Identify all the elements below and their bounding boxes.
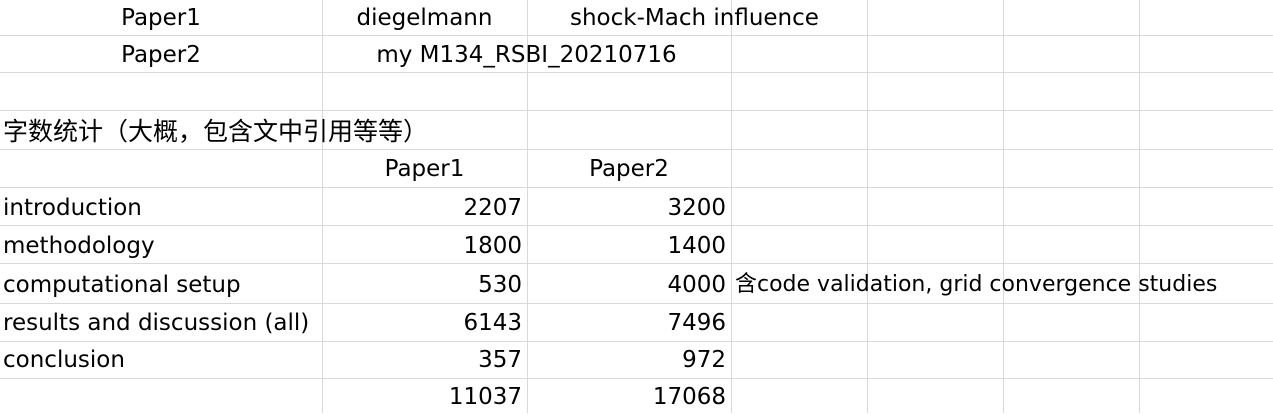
row2-value[interactable]: my M134_RSBI_20210716 bbox=[376, 42, 677, 68]
row-paper1-value[interactable]: 357 bbox=[478, 347, 522, 373]
row-paper2-value[interactable]: 3200 bbox=[667, 195, 726, 221]
row-divider bbox=[0, 378, 1273, 379]
header-paper2[interactable]: Paper2 bbox=[589, 156, 669, 182]
row-paper1-value[interactable]: 530 bbox=[478, 272, 522, 298]
row-divider bbox=[0, 110, 1273, 111]
row1-label[interactable]: Paper1 bbox=[121, 5, 201, 31]
row-divider bbox=[0, 149, 1273, 150]
col-divider bbox=[867, 0, 868, 413]
col-divider bbox=[731, 0, 732, 413]
row-divider bbox=[0, 187, 1273, 188]
row2-label[interactable]: Paper2 bbox=[121, 42, 201, 68]
row-divider bbox=[0, 263, 1273, 264]
section-title[interactable]: 字数统计（大概，包含文中引用等等） bbox=[3, 117, 429, 146]
header-paper1[interactable]: Paper1 bbox=[384, 156, 465, 182]
col-divider bbox=[1003, 0, 1004, 413]
row-name[interactable]: introduction bbox=[3, 195, 142, 221]
row-divider bbox=[0, 72, 1273, 73]
row-divider bbox=[0, 341, 1273, 342]
row1-topic[interactable]: shock-Mach influence bbox=[570, 5, 819, 31]
row-divider bbox=[0, 225, 1273, 226]
row-name[interactable]: conclusion bbox=[3, 347, 125, 373]
row-paper2-value[interactable]: 1400 bbox=[667, 233, 726, 259]
row-divider bbox=[0, 35, 1273, 36]
row-paper1-value[interactable]: 1800 bbox=[463, 233, 522, 259]
row1-author[interactable]: diegelmann bbox=[356, 5, 493, 31]
row-paper1-value[interactable]: 2207 bbox=[463, 195, 522, 221]
row-name[interactable]: methodology bbox=[3, 233, 155, 259]
row-note[interactable]: 含code validation, grid convergence studi… bbox=[735, 272, 1218, 297]
total-paper2[interactable]: 17068 bbox=[652, 384, 726, 410]
row-paper1-value[interactable]: 6143 bbox=[463, 310, 522, 336]
col-divider bbox=[1139, 0, 1140, 413]
col-divider bbox=[322, 0, 323, 413]
row-paper2-value[interactable]: 7496 bbox=[667, 310, 726, 336]
total-paper1[interactable]: 11037 bbox=[448, 384, 522, 410]
row-divider bbox=[0, 303, 1273, 304]
row-paper2-value[interactable]: 4000 bbox=[667, 272, 726, 298]
row-name[interactable]: computational setup bbox=[3, 272, 241, 298]
row-paper2-value[interactable]: 972 bbox=[682, 347, 726, 373]
row-name[interactable]: results and discussion (all) bbox=[3, 310, 310, 336]
col-divider bbox=[527, 0, 528, 413]
